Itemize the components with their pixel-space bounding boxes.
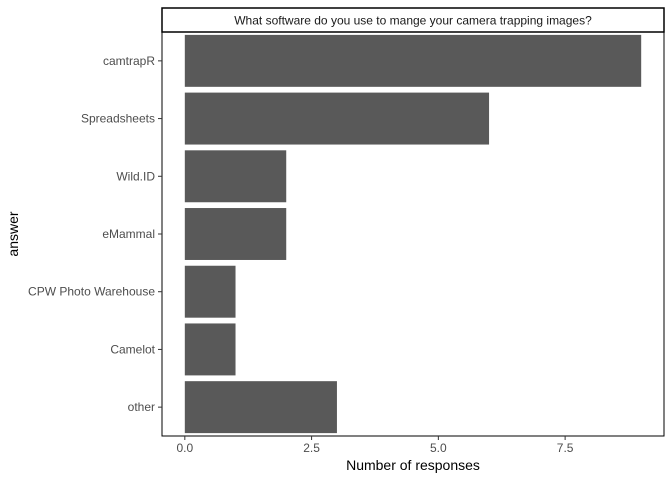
facet-title: What software do you use to mange your c…	[234, 14, 592, 28]
x-axis: 0.0 2.5 5.0 7.5	[176, 436, 574, 455]
y-tick-label-other: other	[128, 400, 155, 414]
bars-group	[184, 34, 642, 434]
bar-wild-id	[184, 150, 287, 203]
y-tick-label-wild-id: Wild.ID	[116, 169, 155, 183]
facet-strip	[161, 7, 665, 33]
y-tick-label-emammal: eMammal	[102, 227, 155, 241]
bar-emammal	[184, 208, 287, 260]
bar-camelot	[184, 323, 236, 376]
bar-spreadsheets	[184, 92, 490, 145]
bar-other	[184, 381, 337, 434]
y-tick-label-spreadsheets: Spreadsheets	[81, 112, 155, 126]
x-axis-title: Number of responses	[346, 457, 480, 473]
y-axis: camtrapR Spreadsheets Wild.ID eMammal CPW Ph…	[28, 54, 162, 414]
x-tick-label: 0.0	[176, 441, 193, 455]
bar-camtrapr	[184, 34, 642, 87]
y-axis-title: answer	[5, 211, 21, 256]
y-tick-label-camtrapr: camtrapR	[103, 54, 155, 68]
y-tick-label-camelot: Camelot	[110, 342, 155, 356]
x-tick-label: 2.5	[303, 441, 320, 455]
y-tick-label-cpw-photo-warehouse: CPW Photo Warehouse	[28, 285, 155, 299]
x-tick-label: 7.5	[557, 441, 574, 455]
x-tick-label: 5.0	[430, 441, 447, 455]
bar-cpw-photo-warehouse	[184, 265, 236, 318]
